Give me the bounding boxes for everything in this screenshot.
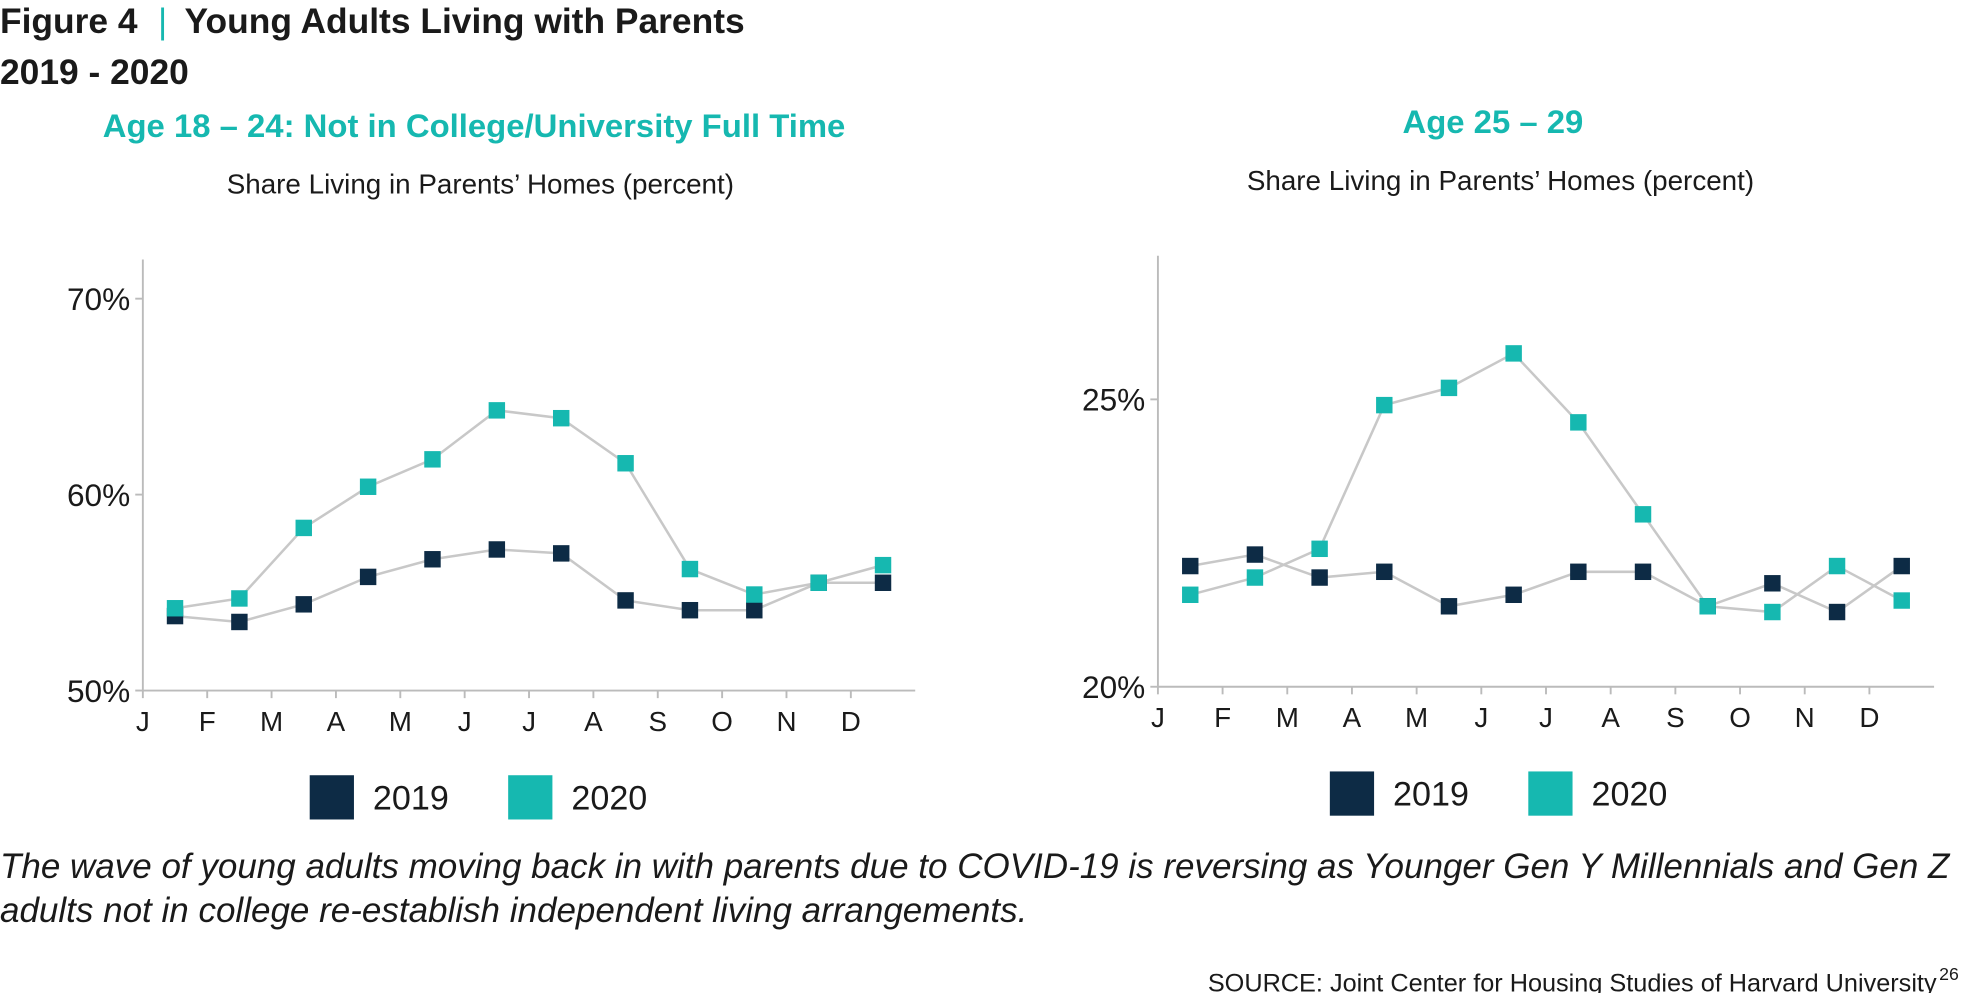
legend-swatch [1528, 771, 1573, 816]
marker [874, 574, 892, 591]
caption: The wave of young adults moving back in … [0, 847, 1950, 930]
marker [488, 402, 506, 419]
series-line [174, 548, 884, 624]
y-tick-label: 50% [67, 673, 130, 709]
marker [1376, 396, 1393, 414]
series-line [174, 409, 884, 610]
marker [231, 613, 248, 631]
marker [746, 586, 763, 603]
y-tick-label: 70% [67, 281, 130, 317]
marker [810, 574, 827, 591]
marker [295, 596, 312, 613]
marker [1634, 506, 1652, 523]
figure-title: Young Adults Living with Parents [185, 2, 745, 41]
y-axis-label: Share Living in Parents’ Homes (percent) [1247, 165, 1754, 196]
legend-label: 2019 [1393, 776, 1469, 814]
x-tick-label: N [776, 706, 796, 737]
legend-swatch [1329, 771, 1375, 816]
x-tick-label: A [584, 706, 603, 737]
chart-title: Age 25 – 29 [1402, 103, 1583, 140]
x-tick-label: J [1474, 702, 1488, 733]
x-tick-label: M [1276, 702, 1299, 733]
series-line [1189, 351, 1903, 614]
marker [1570, 414, 1587, 431]
x-tick-label: A [1343, 702, 1362, 733]
x-tick-label: D [841, 706, 861, 737]
marker [1440, 379, 1458, 397]
source: SOURCE: Joint Center for Housing Studies… [1208, 969, 1937, 993]
marker [1893, 592, 1910, 609]
marker [1828, 603, 1846, 621]
marker [1182, 586, 1199, 604]
marker [617, 592, 634, 609]
series-line [1190, 553, 1903, 614]
marker [552, 545, 570, 562]
x-tick-label: A [1601, 702, 1620, 733]
marker [552, 409, 570, 427]
y-axis-label: Share Living in Parents’ Homes (percent) [227, 169, 734, 200]
marker [166, 600, 184, 617]
figure-subtitle: 2019 - 2020 [0, 53, 189, 92]
marker [1182, 557, 1199, 575]
marker [359, 478, 377, 495]
x-tick-label: D [1859, 702, 1879, 733]
legend-label: 2019 [373, 779, 449, 817]
x-tick-label: M [1405, 702, 1428, 733]
marker [1893, 557, 1910, 575]
marker [1505, 345, 1522, 362]
x-tick-label: J [458, 706, 472, 737]
marker [424, 551, 441, 568]
marker [1764, 603, 1781, 621]
x-tick-label: F [199, 706, 216, 737]
marker [1828, 557, 1846, 575]
marker [1699, 598, 1716, 615]
marker [424, 451, 441, 468]
x-tick-label: O [711, 706, 733, 737]
x-tick-label: N [1795, 702, 1815, 733]
legend-swatch [508, 775, 553, 820]
x-tick-label: S [1666, 702, 1685, 733]
legend-swatch [309, 775, 354, 820]
separator: | [158, 2, 167, 41]
marker [1505, 586, 1522, 604]
marker [1311, 540, 1328, 558]
y-tick-label: 20% [1082, 669, 1145, 705]
x-tick-label: S [648, 706, 667, 737]
marker [1764, 575, 1781, 592]
marker [488, 541, 506, 558]
x-tick-label: J [522, 706, 536, 737]
source-note: 26 [1939, 964, 1959, 984]
y-tick-label: 25% [1082, 382, 1145, 418]
marker [1440, 598, 1458, 615]
marker [295, 519, 312, 537]
figure-label: Figure 4 [0, 2, 138, 41]
marker [681, 560, 699, 578]
marker [681, 601, 699, 619]
marker [1570, 563, 1587, 581]
x-tick-label: J [136, 706, 150, 737]
marker [359, 568, 377, 586]
x-tick-label: M [260, 706, 283, 737]
marker [1376, 563, 1393, 581]
x-tick-label: O [1729, 702, 1751, 733]
marker [874, 556, 892, 574]
legend-label: 2020 [571, 779, 647, 817]
chart-title: Age 18 – 24: Not in College/University F… [103, 107, 846, 144]
x-tick-label: A [327, 706, 346, 737]
marker [231, 590, 248, 607]
y-tick-label: 60% [67, 477, 130, 513]
x-tick-label: F [1214, 702, 1231, 733]
x-tick-label: M [389, 706, 412, 737]
x-tick-label: J [1539, 702, 1553, 733]
marker [1634, 563, 1652, 581]
marker [1311, 569, 1328, 586]
marker [617, 455, 634, 472]
legend-label: 2020 [1592, 776, 1668, 814]
x-tick-label: J [1151, 702, 1165, 733]
marker [1246, 569, 1264, 586]
marker [1246, 546, 1264, 563]
marker [746, 601, 763, 619]
